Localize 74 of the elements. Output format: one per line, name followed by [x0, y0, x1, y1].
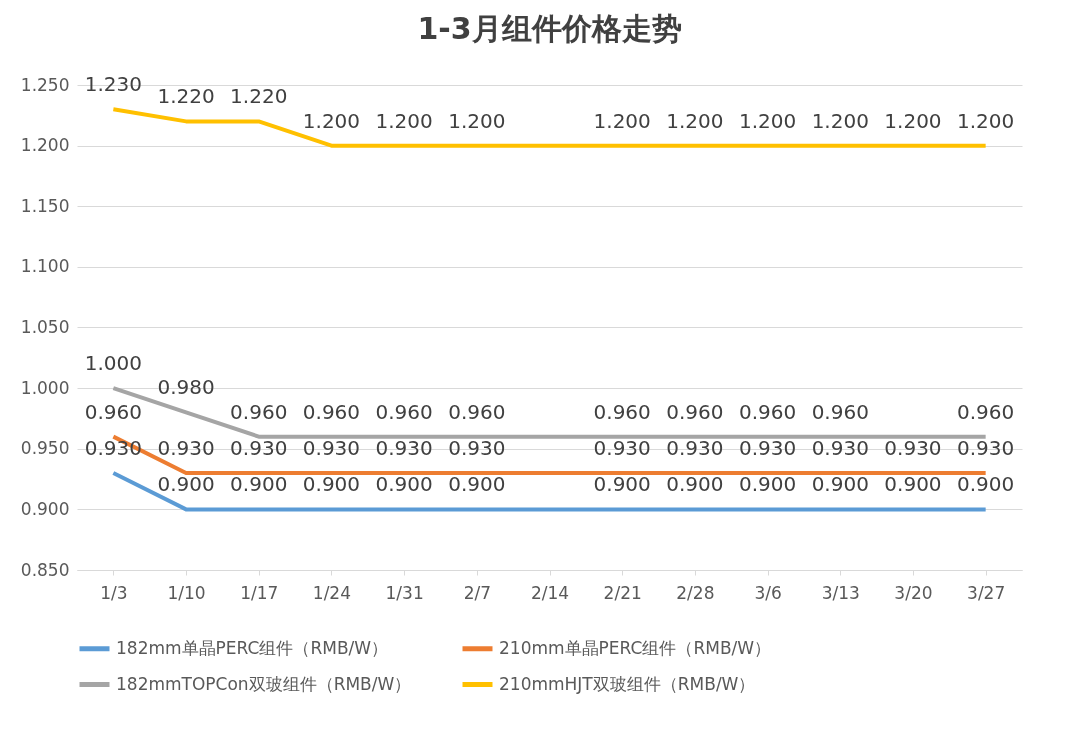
x-tick-label: 2/28 — [676, 582, 715, 603]
data-label: 0.960 — [448, 399, 506, 424]
data-label: 0.900 — [157, 472, 215, 497]
x-tick-label: 1/10 — [167, 582, 206, 603]
data-label: 0.930 — [375, 436, 433, 460]
data-label: 0.960 — [666, 399, 724, 424]
data-label: 0.930 — [957, 436, 1015, 460]
data-label: 1.220 — [157, 84, 215, 109]
y-tick-label: 1.000 — [20, 377, 70, 398]
data-label: 1.200 — [957, 108, 1015, 133]
data-label: 0.930 — [884, 436, 942, 460]
data-label: 0.900 — [811, 472, 869, 497]
x-tick-label: 2/21 — [603, 582, 642, 603]
data-label: 0.930 — [157, 436, 215, 460]
legend-label: 210mm单晶PERC组件（RMB/W） — [499, 637, 772, 658]
data-label: 0.960 — [302, 399, 361, 424]
data-label: 1.200 — [884, 108, 942, 133]
y-tick-label: 1.050 — [20, 317, 70, 337]
x-tick-label: 3/6 — [754, 582, 782, 603]
legend-label: 182mmTOPCon双玻组件（RMB/W） — [116, 673, 412, 694]
data-label: 0.930 — [84, 436, 142, 460]
y-tick-label: 1.100 — [20, 256, 70, 277]
y-tick-label: 0.850 — [20, 559, 70, 580]
data-label: 0.900 — [448, 472, 506, 497]
data-label: 0.930 — [448, 436, 506, 460]
data-label: 1.230 — [84, 72, 142, 97]
data-label: 0.960 — [375, 399, 433, 424]
x-tick-label: 1/24 — [312, 582, 352, 603]
data-label: 0.960 — [738, 399, 797, 424]
data-label: 1.200 — [448, 108, 506, 133]
data-label: 0.900 — [666, 472, 724, 497]
data-label: 1.000 — [84, 351, 142, 376]
x-tick-label: 3/13 — [821, 582, 860, 603]
data-label: 0.900 — [375, 472, 433, 497]
data-label: 1.200 — [811, 108, 869, 133]
data-label: 1.200 — [302, 108, 361, 133]
data-label: 0.930 — [666, 436, 724, 460]
y-tick-label: 1.250 — [20, 74, 70, 95]
data-label: 0.930 — [738, 436, 797, 460]
data-label: 0.930 — [230, 436, 288, 460]
data-label: 0.900 — [302, 472, 361, 497]
data-label: 0.930 — [302, 436, 361, 460]
data-label: 0.900 — [593, 472, 651, 497]
data-label: 0.900 — [738, 472, 797, 497]
y-tick-label: 0.950 — [20, 438, 70, 459]
data-label: 0.960 — [811, 399, 869, 424]
data-label: 0.960 — [230, 399, 288, 424]
data-label: 1.200 — [738, 108, 797, 133]
x-tick-label: 1/3 — [100, 582, 128, 603]
legend-label: 210mmHJT双玻组件（RMB/W） — [499, 673, 756, 694]
data-label: 0.960 — [84, 399, 142, 424]
data-label: 0.980 — [157, 375, 215, 400]
x-tick-label: 2/14 — [530, 582, 570, 603]
chart-title: 1-3月组件价格走势 — [417, 11, 682, 47]
x-tick-label: 1/31 — [385, 582, 424, 603]
x-tick-label: 2/7 — [463, 582, 491, 603]
data-label: 0.900 — [230, 472, 288, 497]
data-label: 0.930 — [811, 436, 869, 460]
y-tick-label: 1.200 — [20, 135, 70, 156]
data-label: 1.220 — [230, 84, 288, 109]
data-label: 0.900 — [884, 472, 942, 497]
legend-label: 182mm单晶PERC组件（RMB/W） — [116, 637, 389, 658]
data-label: 0.900 — [957, 472, 1015, 497]
data-label: 1.200 — [593, 108, 651, 133]
x-tick-label: 3/20 — [894, 582, 933, 603]
data-label: 1.200 — [666, 108, 724, 133]
x-tick-label: 1/17 — [240, 582, 279, 603]
data-label: 0.960 — [593, 399, 651, 424]
y-tick-label: 1.150 — [20, 195, 70, 216]
y-tick-label: 0.900 — [20, 498, 70, 519]
data-label: 0.960 — [957, 399, 1015, 424]
data-label: 1.200 — [375, 108, 433, 133]
data-label: 0.930 — [593, 436, 651, 460]
x-tick-label: 3/27 — [967, 582, 1006, 603]
